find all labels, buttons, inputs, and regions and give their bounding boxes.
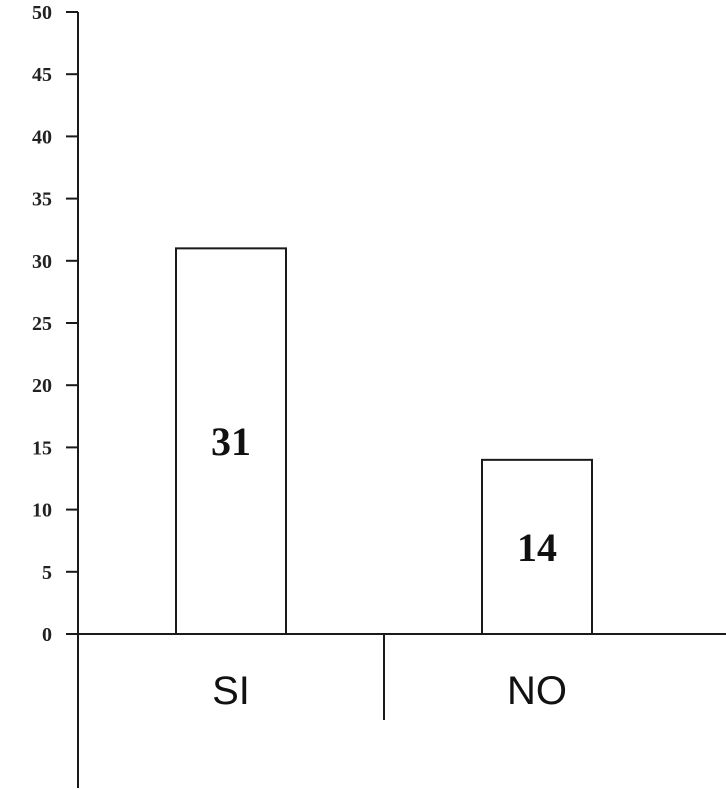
y-tick-label: 45 [32,64,52,86]
y-tick-label: 10 [32,500,52,522]
bar-no [481,458,593,635]
y-tick-label: 5 [42,562,52,584]
y-tick-label: 15 [32,437,52,459]
x-category-label: NO [507,669,567,713]
x-axis: SI NO [78,633,726,720]
y-axis: 0 5 10 15 20 25 30 35 40 45 50 [32,2,79,788]
y-tick-label: 50 [32,2,52,24]
y-tick-label: 25 [32,313,52,335]
y-tick-label: 40 [32,126,52,148]
bar-value-label: 31 [211,419,251,464]
bars: 31 14 [175,247,593,636]
bar-si [175,247,287,636]
bar-value-label: 14 [517,525,557,570]
y-tick-label: 35 [32,189,52,211]
x-category-label: SI [212,669,250,713]
y-tick-label: 0 [42,624,52,646]
y-tick-label: 30 [32,251,52,273]
y-tick-label: 20 [32,375,52,397]
